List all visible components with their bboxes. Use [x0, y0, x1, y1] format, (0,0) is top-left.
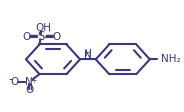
Text: O: O — [53, 32, 61, 42]
Text: S: S — [38, 30, 45, 43]
Text: OH: OH — [35, 23, 51, 33]
Text: N: N — [25, 78, 33, 87]
Text: O: O — [25, 85, 33, 95]
Text: O: O — [10, 78, 18, 87]
Text: O: O — [22, 32, 31, 42]
Text: N: N — [84, 50, 92, 60]
Text: -: - — [8, 73, 13, 86]
Text: +: + — [30, 75, 36, 85]
Text: H: H — [84, 49, 91, 58]
Text: NH₂: NH₂ — [161, 54, 181, 64]
